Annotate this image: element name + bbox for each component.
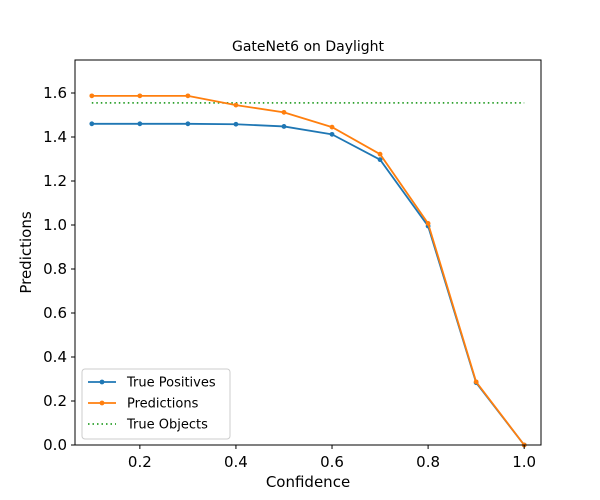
y-tick-label: 0.4 [43,348,67,366]
data-point-predictions [425,221,431,226]
x-tick-label: 0.6 [320,453,344,471]
legend-box [81,368,231,440]
legend: True Positives Predictions True Objects [81,368,231,440]
data-point-true-positives [233,121,239,127]
x-tick-label: 0.4 [224,453,248,471]
data-point-predictions [281,109,287,115]
data-point-predictions [185,93,191,99]
chart-title: GateNet6 on Daylight [232,39,385,55]
series-line-predictions [91,94,525,446]
x-tick-label: 0.2 [128,453,152,471]
data-point-true-positives [281,124,287,129]
legend-label: True Objects [126,418,208,433]
data-point-predictions [473,379,479,385]
data-point-true-positives [329,131,335,137]
y-tick-label: 0.0 [43,436,67,454]
legend-item-predictions: Predictions [88,397,199,412]
series-layer [89,93,527,448]
legend-item-true-objects: True Objects [88,418,208,433]
legend-label: True Positives [126,376,216,391]
legend-label: Predictions [127,397,199,412]
y-tick-label: 1.4 [43,128,67,146]
data-point-predictions [233,102,239,108]
legend-marker [99,379,105,385]
y-tick-label: 0.2 [43,392,67,410]
data-point-predictions [137,93,143,99]
data-point-predictions [329,124,335,130]
y-tick-label: 1.6 [43,84,67,102]
y-axis-label: Predictions [17,211,35,294]
data-point-predictions [89,93,95,99]
x-axis-label: Confidence [266,473,350,491]
x-tick-label: 1.0 [512,453,536,471]
plot-frame [74,59,542,446]
legend-item-true-positives: True Positives [88,376,216,391]
data-point-true-positives [89,121,95,127]
y-tick-label: 0.6 [43,304,67,322]
data-point-true-positives [377,157,383,163]
x-axis-ticks: 0.2 0.4 0.6 0.8 1.0 [128,445,536,471]
data-point-true-positives [185,121,191,127]
data-point-predictions [377,151,383,157]
y-tick-label: 0.8 [43,260,67,278]
legend-marker [99,400,105,406]
data-point-true-positives [137,121,143,127]
y-axis-ticks: 0.0 0.2 0.4 0.6 0.8 1.0 1.2 1.4 1.6 [43,84,75,454]
y-tick-label: 1.2 [43,172,67,190]
y-tick-label: 1.0 [43,216,67,234]
x-tick-label: 0.8 [416,453,440,471]
